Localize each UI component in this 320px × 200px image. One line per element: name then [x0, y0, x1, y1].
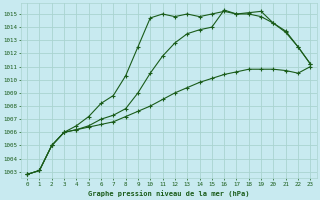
X-axis label: Graphe pression niveau de la mer (hPa): Graphe pression niveau de la mer (hPa) [88, 190, 250, 197]
